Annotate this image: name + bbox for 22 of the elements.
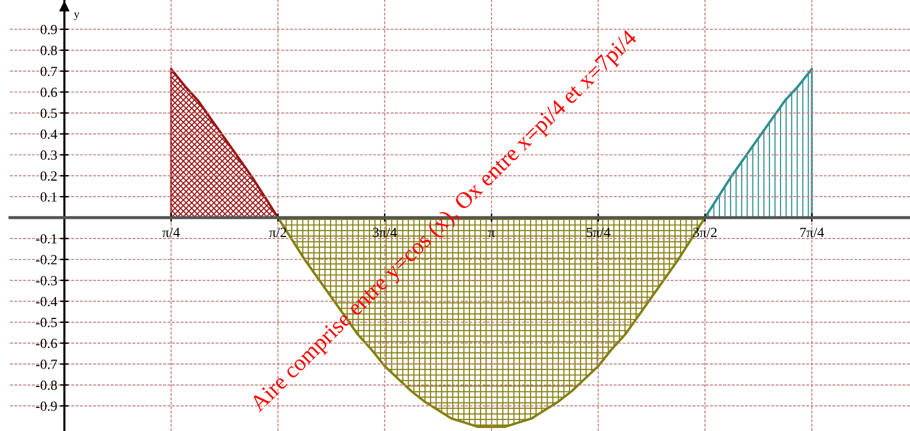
y-tick-label: 0.4 xyxy=(40,129,58,139)
y-tick-label: 0.8 xyxy=(40,46,57,56)
y-tick-label: 0.7 xyxy=(40,66,58,76)
y-tick-label: 0.3 xyxy=(40,150,57,160)
y-tick-label: -0.7 xyxy=(36,360,58,370)
y-tick-label: -0.8 xyxy=(36,380,57,390)
y-tick-label: -0.1 xyxy=(36,234,57,244)
y-tick-label: -0.2 xyxy=(36,255,57,264)
y-tick-label: -0.9 xyxy=(36,401,57,411)
y-tick-label: 0.5 xyxy=(40,108,57,118)
x-tick-label: 7π/4 xyxy=(800,228,824,238)
y-axis-title: y xyxy=(74,12,80,20)
y-tick-label: 0.6 xyxy=(40,88,58,98)
y-tick-label: 0.9 xyxy=(40,24,57,34)
y-tick-label: -0.6 xyxy=(36,338,58,348)
y-tick-label: -0.3 xyxy=(36,276,57,286)
y-tick-label: -0.5 xyxy=(36,318,57,328)
y-tick-label: 0.1 xyxy=(40,192,57,202)
x-tick-label: π/2 xyxy=(269,228,286,238)
x-tick-label: π/4 xyxy=(162,228,180,238)
y-tick-label: 0.2 xyxy=(40,171,57,181)
y-tick-label: -0.4 xyxy=(36,296,58,306)
